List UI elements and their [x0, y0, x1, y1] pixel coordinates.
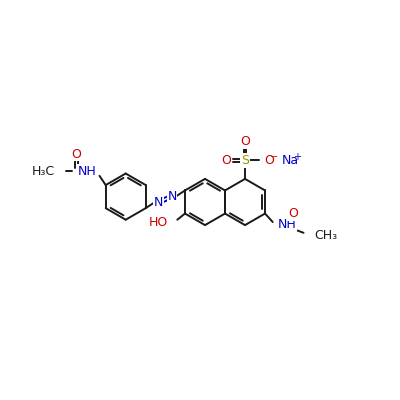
Text: O: O [240, 136, 250, 148]
Text: NH: NH [78, 165, 96, 178]
Text: O: O [72, 148, 81, 161]
Text: O: O [288, 207, 298, 220]
Text: HO: HO [149, 216, 168, 229]
Text: N: N [154, 196, 163, 209]
Text: N: N [167, 190, 177, 203]
Text: NH: NH [278, 218, 297, 231]
Text: H₃C: H₃C [32, 165, 55, 178]
Text: O: O [264, 154, 274, 167]
Text: −: − [270, 152, 278, 162]
Text: CH₃: CH₃ [314, 229, 338, 242]
Text: O: O [221, 154, 231, 167]
Text: +: + [294, 152, 302, 162]
Text: Na: Na [282, 154, 299, 167]
Text: S: S [241, 154, 249, 167]
